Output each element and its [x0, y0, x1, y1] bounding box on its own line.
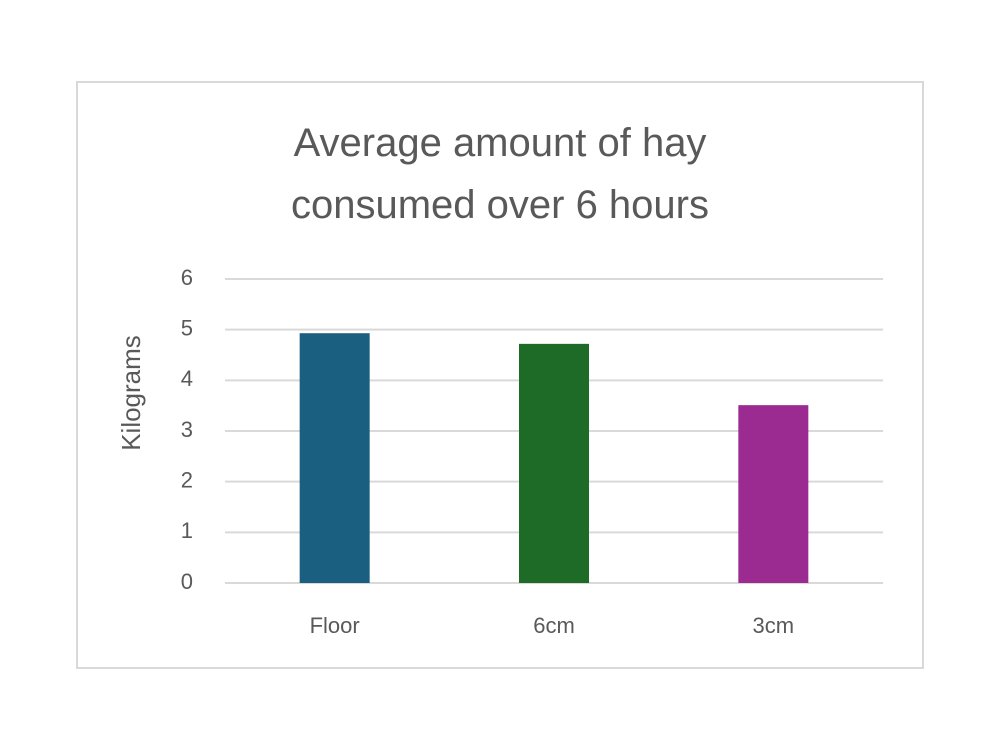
chart-title: Average amount of hay consumed over 6 ho…: [290, 121, 709, 227]
y-tick-label: 5: [181, 315, 193, 340]
y-axis-label: Kilograms: [116, 335, 146, 451]
bar: [519, 343, 589, 583]
x-tick-label: 3cm: [753, 613, 795, 638]
bar: [738, 405, 809, 583]
x-tick-label: Floor: [310, 613, 360, 638]
y-tick-label: 2: [181, 467, 193, 492]
y-tick-label: 0: [181, 569, 193, 594]
x-tick-label: 6cm: [533, 613, 575, 638]
y-tick-label: 3: [181, 417, 193, 442]
y-tick-label: 1: [181, 518, 193, 543]
y-tick-label: 6: [181, 265, 193, 290]
y-tick-label: 4: [181, 366, 193, 391]
bar: [299, 333, 370, 583]
